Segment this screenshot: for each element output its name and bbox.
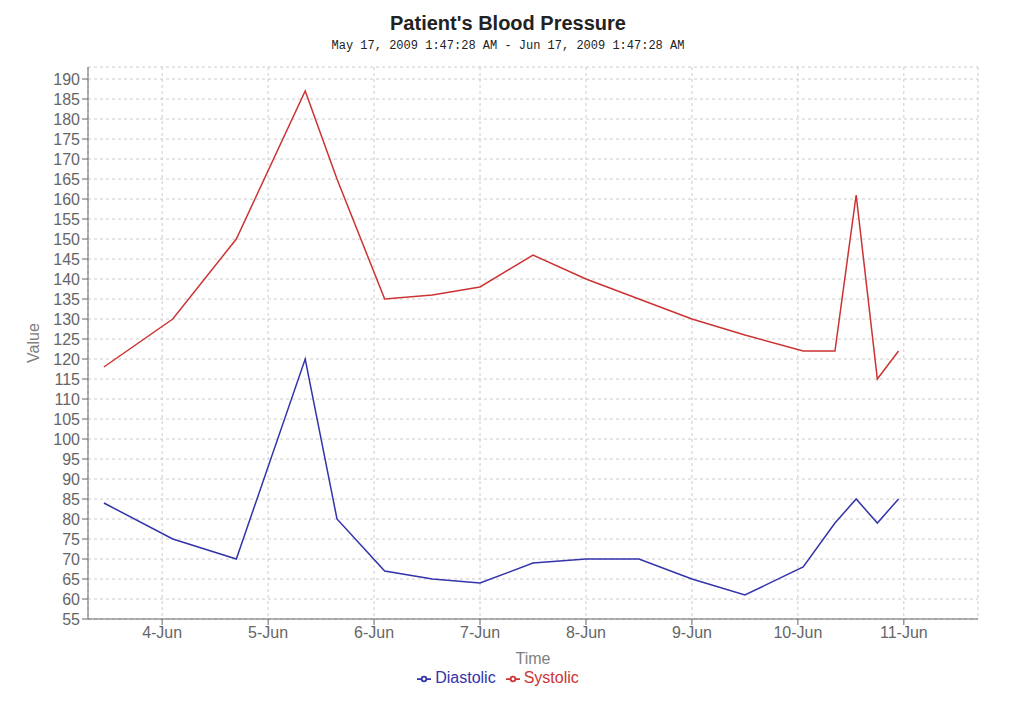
svg-text:100: 100 — [53, 431, 80, 448]
svg-text:80: 80 — [62, 511, 80, 528]
svg-text:150: 150 — [53, 231, 80, 248]
svg-text:5-Jun: 5-Jun — [248, 624, 288, 641]
svg-text:135: 135 — [53, 291, 80, 308]
svg-text:160: 160 — [53, 191, 80, 208]
svg-text:180: 180 — [53, 111, 80, 128]
svg-text:70: 70 — [62, 551, 80, 568]
svg-text:190: 190 — [53, 71, 80, 88]
svg-text:120: 120 — [53, 351, 80, 368]
svg-text:125: 125 — [53, 331, 80, 348]
html-text:May 17, 2009 1:47:28 AM - Jun: May 17, 2009 1:47:28 AM - Jun 17, 2009 1… — [331, 39, 685, 53]
svg-text:85: 85 — [62, 491, 80, 508]
svg-text:60: 60 — [62, 591, 80, 608]
svg-text:6-Jun: 6-Jun — [354, 624, 394, 641]
svg-text:130: 130 — [53, 311, 80, 328]
html-text:Diastolic: Diastolic — [435, 669, 496, 686]
html-text:Systolic: Systolic — [523, 669, 579, 686]
svg-text:185: 185 — [53, 91, 80, 108]
svg-text:110: 110 — [54, 391, 80, 408]
svg-text:Time: Time — [516, 650, 551, 667]
svg-text:145: 145 — [53, 251, 80, 268]
svg-text:75: 75 — [62, 531, 80, 548]
svg-text:9-Jun: 9-Jun — [672, 624, 712, 641]
svg-text:10-Jun: 10-Jun — [773, 624, 822, 641]
svg-text:115: 115 — [54, 371, 80, 388]
svg-text:175: 175 — [53, 131, 80, 148]
svg-text:90: 90 — [62, 471, 80, 488]
svg-text:4-Jun: 4-Jun — [142, 624, 182, 641]
svg-text:55: 55 — [62, 611, 80, 628]
svg-text:165: 165 — [53, 171, 80, 188]
html-text:Patient's Blood Pressure: Patient's Blood Pressure — [390, 12, 626, 34]
svg-text:140: 140 — [53, 271, 80, 288]
svg-text:105: 105 — [53, 411, 80, 428]
svg-text:155: 155 — [53, 211, 80, 228]
svg-text:170: 170 — [53, 151, 80, 168]
svg-text:95: 95 — [62, 451, 80, 468]
svg-text:65: 65 — [62, 571, 80, 588]
svg-text:8-Jun: 8-Jun — [566, 624, 606, 641]
svg-text:Value: Value — [25, 323, 42, 363]
svg-text:7-Jun: 7-Jun — [460, 624, 500, 641]
svg-text:11-Jun: 11-Jun — [880, 624, 928, 641]
